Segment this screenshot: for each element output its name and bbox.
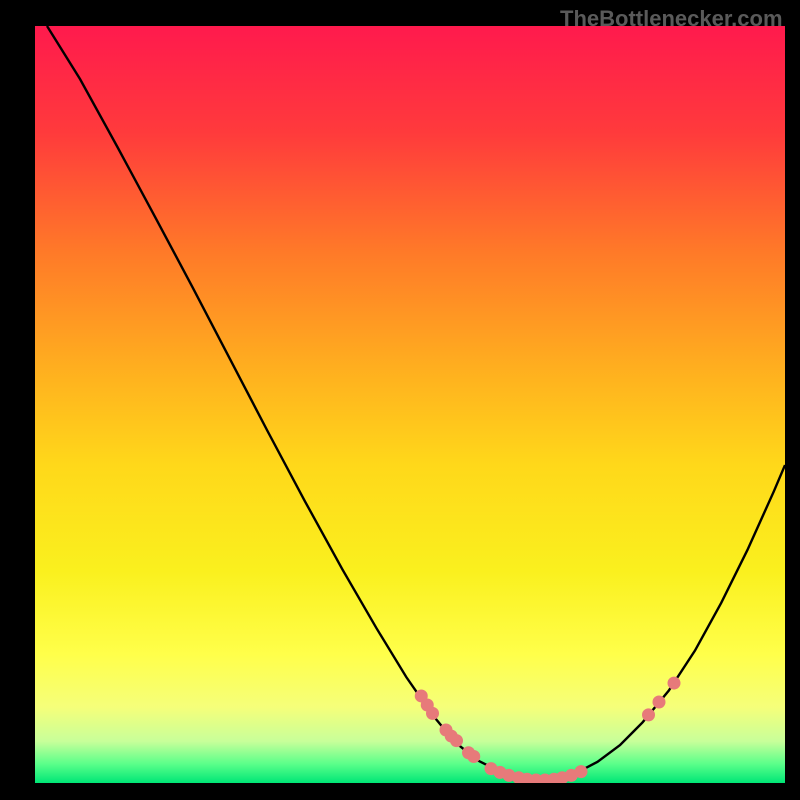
- data-marker: [462, 746, 475, 759]
- data-marker: [440, 724, 453, 737]
- data-marker: [565, 769, 578, 782]
- data-marker: [415, 689, 428, 702]
- data-marker: [421, 699, 434, 712]
- data-marker: [445, 730, 458, 743]
- data-marker: [548, 773, 561, 783]
- data-marker: [485, 762, 498, 775]
- marker-group: [415, 677, 681, 783]
- chart-svg: [35, 26, 785, 783]
- data-marker: [512, 771, 525, 783]
- data-marker: [426, 707, 439, 720]
- data-marker: [450, 734, 463, 747]
- data-marker: [530, 773, 543, 783]
- gradient-background: [35, 26, 785, 783]
- data-marker: [467, 750, 480, 763]
- data-marker: [539, 773, 552, 783]
- chart-container: TheBottlenecker.com: [0, 0, 800, 800]
- data-marker: [494, 766, 507, 779]
- data-marker: [556, 771, 569, 783]
- data-marker: [653, 696, 666, 709]
- bottleneck-curve: [47, 26, 785, 780]
- data-marker: [521, 773, 534, 783]
- watermark-text: TheBottlenecker.com: [560, 6, 783, 32]
- data-marker: [503, 769, 516, 782]
- data-marker: [575, 765, 588, 778]
- data-marker: [642, 708, 655, 721]
- data-marker: [668, 677, 681, 690]
- plot-area: [35, 26, 785, 783]
